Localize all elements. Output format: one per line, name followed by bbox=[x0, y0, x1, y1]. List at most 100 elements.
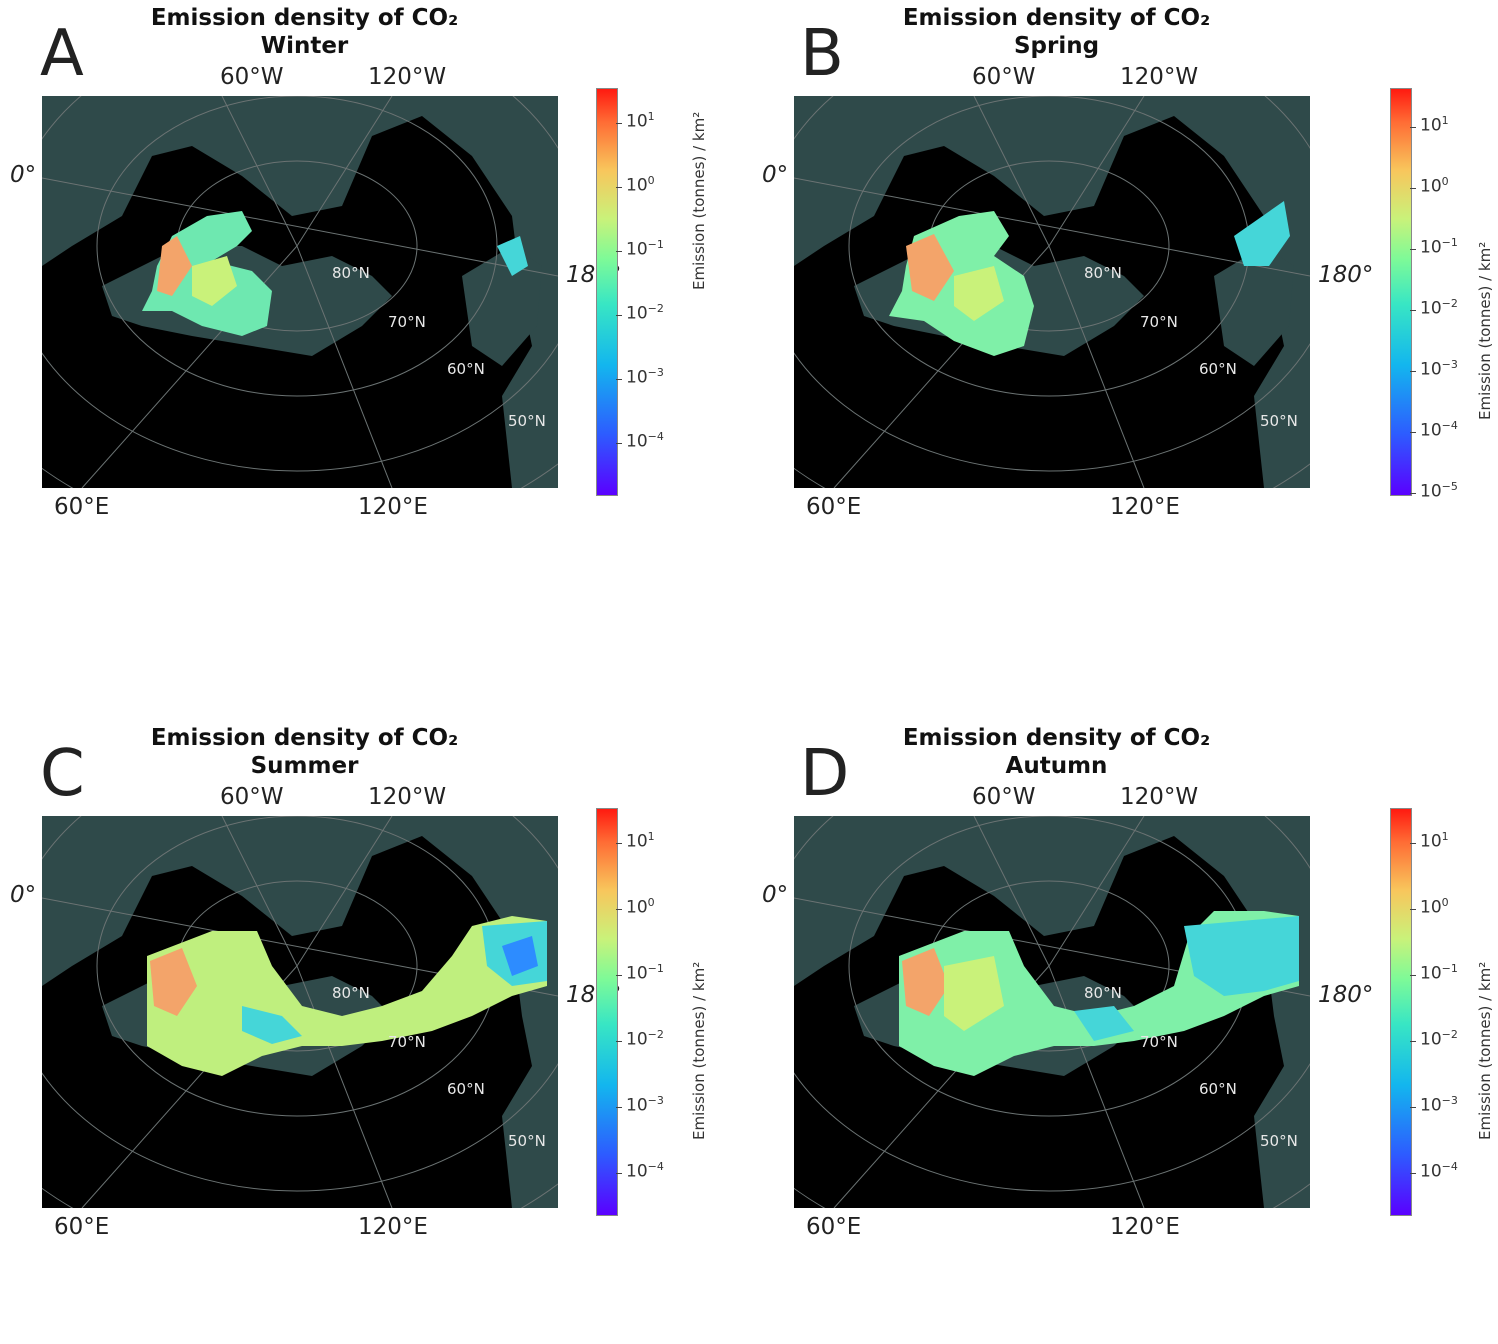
colorbar-tick-label: 10−2 bbox=[1420, 297, 1458, 319]
colorbar-tick-label: 10−3 bbox=[626, 366, 664, 388]
colorbar-tick-label: 101 bbox=[626, 830, 655, 852]
season-line: Autumn bbox=[1005, 753, 1108, 779]
colorbar-tick-label: 10−3 bbox=[1420, 358, 1458, 380]
lat-label-60n: 60°N bbox=[447, 1080, 485, 1098]
polar-map: 80°N 70°N 60°N 50°N bbox=[794, 96, 1310, 488]
lat-label-60n: 60°N bbox=[1199, 360, 1237, 378]
season-line: Spring bbox=[1013, 33, 1100, 59]
ocean-area bbox=[794, 96, 1310, 488]
polar-map: 80°N 70°N 60°N 50°N bbox=[794, 816, 1310, 1208]
lat-label-60n: 60°N bbox=[447, 360, 485, 378]
emission-field bbox=[142, 211, 528, 336]
colorbar-tick-label: 10−5 bbox=[1420, 480, 1458, 502]
lon-label-60w: 60°W bbox=[220, 64, 284, 90]
lat-label-50n: 50°N bbox=[1260, 1132, 1298, 1150]
lon-label-120e: 120°E bbox=[1110, 494, 1180, 520]
panel-title: Emission density of CO₂ Autumn bbox=[794, 724, 1319, 780]
colorbar-tick-label: 10−4 bbox=[626, 1160, 664, 1182]
panel-letter: C bbox=[40, 737, 85, 811]
panel-title: Emission density of CO₂ Spring bbox=[794, 4, 1319, 60]
colorbar-tick-label: 10−4 bbox=[1420, 1160, 1458, 1182]
title-line: Emission density of CO₂ bbox=[150, 5, 459, 31]
lon-label-60e: 60°E bbox=[806, 1214, 862, 1240]
lat-label-50n: 50°N bbox=[1260, 412, 1298, 430]
lon-label-0: 0° bbox=[10, 882, 37, 908]
lon-label-60w: 60°W bbox=[972, 784, 1036, 810]
colorbar-axis-label: Emission (tonnes) / km² bbox=[1476, 241, 1494, 420]
lat-label-60n: 60°N bbox=[1199, 1080, 1237, 1098]
panel-autumn: Emission density of CO₂ Autumn D 60°W 12… bbox=[752, 720, 1498, 1344]
emission-field bbox=[899, 911, 1299, 1076]
lat-label-70n: 70°N bbox=[1140, 1033, 1178, 1051]
title-line: Emission density of CO₂ bbox=[902, 725, 1211, 751]
lon-label-60e: 60°E bbox=[54, 494, 110, 520]
lat-label-80n: 80°N bbox=[1084, 264, 1122, 282]
colorbar bbox=[1390, 88, 1412, 496]
panel-title: Emission density of CO₂ Winter bbox=[42, 4, 567, 60]
lon-label-120w: 120°W bbox=[368, 784, 447, 810]
colorbar-axis-label: Emission (tonnes) / km² bbox=[1476, 961, 1494, 1140]
colorbar-tick-label: 10−2 bbox=[1420, 1028, 1458, 1050]
colorbar-tick-label: 10−1 bbox=[1420, 962, 1458, 984]
colorbar bbox=[596, 88, 618, 496]
colorbar-tick-label: 100 bbox=[626, 896, 655, 918]
lat-label-70n: 70°N bbox=[388, 1033, 426, 1051]
panel-letter: D bbox=[800, 737, 850, 811]
colorbar-axis-label: Emission (tonnes) / km² bbox=[690, 111, 708, 290]
emission-field bbox=[889, 201, 1290, 356]
lat-label-80n: 80°N bbox=[332, 984, 370, 1002]
lon-label-180: 180° bbox=[1318, 262, 1374, 288]
lon-label-0: 0° bbox=[10, 162, 37, 188]
colorbar-tick-label: 10−1 bbox=[626, 962, 664, 984]
season-line: Summer bbox=[250, 753, 359, 779]
panel-winter: Emission density of CO₂ Winter A 60°W 12… bbox=[0, 0, 749, 624]
lon-label-120e: 120°E bbox=[358, 494, 428, 520]
lon-label-120e: 120°E bbox=[1110, 1214, 1180, 1240]
panel-title: Emission density of CO₂ Summer bbox=[42, 724, 567, 780]
panel-letter: A bbox=[40, 17, 84, 91]
colorbar-tick-label: 10−2 bbox=[626, 1028, 664, 1050]
lat-label-80n: 80°N bbox=[1084, 984, 1122, 1002]
lon-label-120w: 120°W bbox=[1120, 64, 1199, 90]
panel-spring: Emission density of CO₂ Spring B 60°W 12… bbox=[752, 0, 1498, 624]
colorbar bbox=[596, 808, 618, 1216]
lon-label-60w: 60°W bbox=[972, 64, 1036, 90]
season-line: Winter bbox=[260, 33, 349, 59]
colorbar-tick-label: 100 bbox=[626, 174, 655, 196]
colorbar-tick-label: 101 bbox=[626, 110, 655, 132]
colorbar-tick-label: 101 bbox=[1420, 114, 1449, 136]
lat-label-80n: 80°N bbox=[332, 264, 370, 282]
polar-map: 80°N 70°N 60°N 50°N bbox=[42, 816, 558, 1208]
colorbar-tick-label: 10−3 bbox=[626, 1094, 664, 1116]
lat-label-70n: 70°N bbox=[1140, 313, 1178, 331]
colorbar bbox=[1390, 808, 1412, 1216]
polar-map: 80°N 70°N 60°N 50°N bbox=[42, 96, 558, 488]
emission-field bbox=[147, 916, 547, 1076]
colorbar-tick-label: 10−1 bbox=[1420, 236, 1458, 258]
colorbar-tick-label: 100 bbox=[1420, 175, 1449, 197]
colorbar-tick-label: 101 bbox=[1420, 830, 1449, 852]
colorbar-tick-label: 100 bbox=[1420, 896, 1449, 918]
lon-label-120e: 120°E bbox=[358, 1214, 428, 1240]
lon-label-120w: 120°W bbox=[368, 64, 447, 90]
lat-label-50n: 50°N bbox=[508, 412, 546, 430]
lon-label-60w: 60°W bbox=[220, 784, 284, 810]
colorbar-axis-label: Emission (tonnes) / km² bbox=[690, 961, 708, 1140]
lat-label-70n: 70°N bbox=[388, 313, 426, 331]
lon-label-0: 0° bbox=[762, 882, 789, 908]
lon-label-180: 180° bbox=[1318, 982, 1374, 1008]
colorbar-tick-label: 10−3 bbox=[1420, 1094, 1458, 1116]
colorbar-tick-label: 10−1 bbox=[626, 238, 664, 260]
title-line: Emission density of CO₂ bbox=[902, 5, 1211, 31]
lat-label-50n: 50°N bbox=[508, 1132, 546, 1150]
lon-label-0: 0° bbox=[762, 162, 789, 188]
lon-label-120w: 120°W bbox=[1120, 784, 1199, 810]
ocean-area bbox=[42, 96, 558, 488]
colorbar-tick-label: 10−4 bbox=[1420, 419, 1458, 441]
lon-label-60e: 60°E bbox=[54, 1214, 110, 1240]
lon-label-60e: 60°E bbox=[806, 494, 862, 520]
panel-summer: Emission density of CO₂ Summer C 60°W 12… bbox=[0, 720, 749, 1344]
panel-letter: B bbox=[800, 17, 844, 91]
title-line: Emission density of CO₂ bbox=[150, 725, 459, 751]
colorbar-tick-label: 10−2 bbox=[626, 302, 664, 324]
